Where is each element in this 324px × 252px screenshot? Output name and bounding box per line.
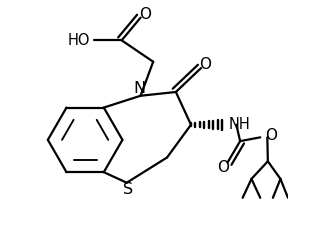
Text: O: O bbox=[217, 160, 229, 175]
Text: HO: HO bbox=[68, 33, 90, 48]
Text: NH: NH bbox=[229, 117, 250, 132]
Text: O: O bbox=[200, 57, 212, 72]
Text: S: S bbox=[123, 182, 133, 197]
Text: O: O bbox=[139, 7, 151, 22]
Text: O: O bbox=[265, 128, 277, 143]
Text: N: N bbox=[133, 81, 145, 96]
